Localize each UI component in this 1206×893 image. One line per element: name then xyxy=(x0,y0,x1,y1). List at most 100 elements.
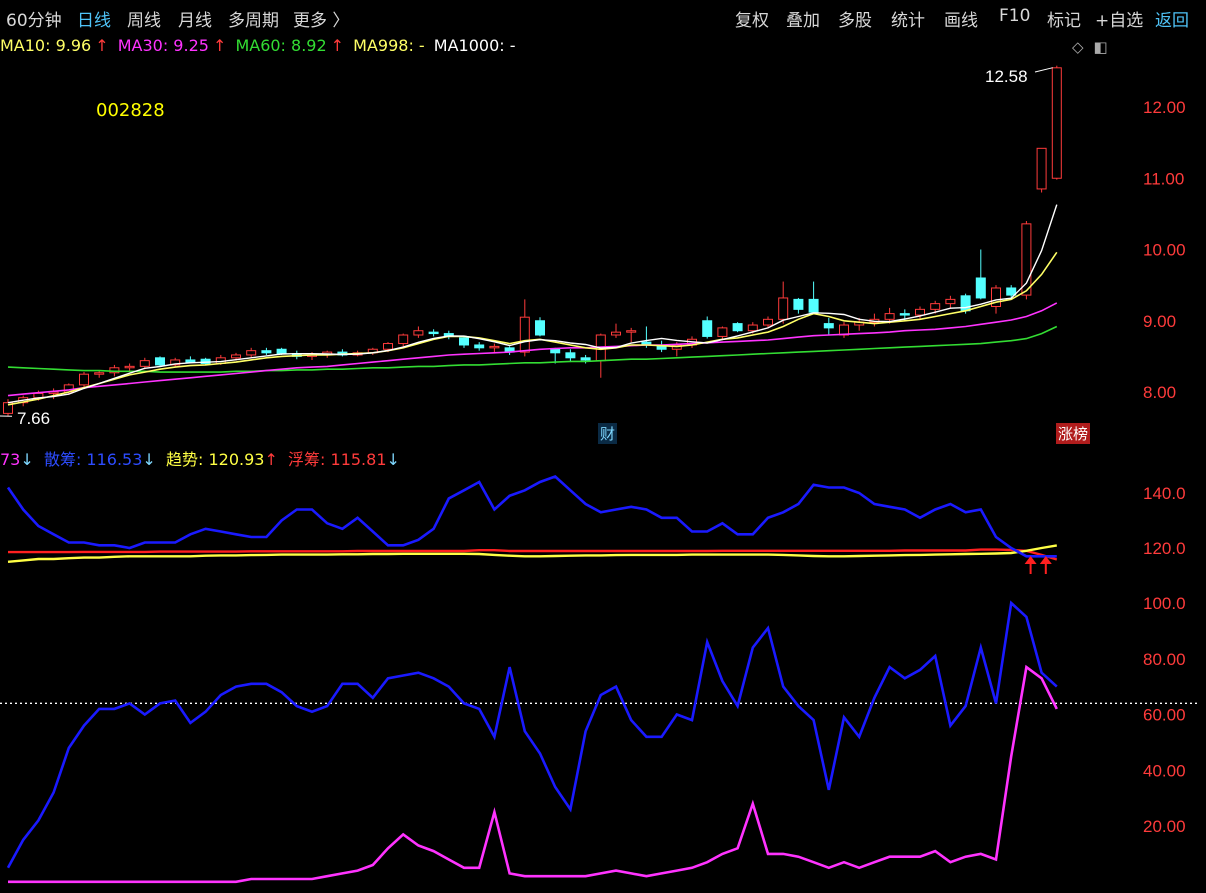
candle-body xyxy=(109,367,120,374)
overlay-button[interactable]: 叠加 xyxy=(786,11,820,31)
candle-body xyxy=(945,298,956,305)
price-axis-label: 10.00 xyxy=(1143,241,1186,260)
qushi-line xyxy=(7,544,1058,563)
candle-body xyxy=(246,350,257,356)
annotations-layer: 12.58 7.66 xyxy=(0,67,1053,574)
indicator-axis-label: 120.0 xyxy=(1143,539,1186,558)
diamond-icon[interactable]: ◇ xyxy=(1072,38,1084,56)
low-price-label: 7.66 xyxy=(17,409,50,428)
candle-body xyxy=(702,320,713,337)
candle-body xyxy=(565,352,576,359)
stats-button[interactable]: 统计 xyxy=(891,11,925,31)
oscillator-axis-label: 20.00 xyxy=(1143,817,1186,836)
zhangbang-badge[interactable]: 涨榜 xyxy=(1056,423,1091,444)
ma-lines-layer xyxy=(7,204,1058,406)
chart-settings-icons: ◇ ◧ xyxy=(1072,38,1108,56)
ma5-line xyxy=(7,204,1058,404)
back-button[interactable]: 返回 xyxy=(1155,11,1189,31)
candle-body xyxy=(747,324,758,332)
buy-arrow-icon xyxy=(1039,556,1052,574)
price-axis-label: 8.00 xyxy=(1143,383,1176,402)
candle-body xyxy=(884,313,895,320)
candle-body xyxy=(155,357,165,366)
multi-period-tab[interactable]: 多周期 xyxy=(228,11,279,31)
candle-body xyxy=(519,316,530,353)
high-pointer-line xyxy=(1034,67,1053,73)
price-axis-label: 11.00 xyxy=(1143,169,1184,188)
fuchou-line xyxy=(8,548,1058,561)
up-arrow-icon: ↑ xyxy=(95,36,109,55)
fuquan-button[interactable]: 复权 xyxy=(735,11,769,31)
candle-body xyxy=(124,365,135,369)
candle-body xyxy=(823,323,834,329)
indicator-axis-label: 140.0 xyxy=(1143,484,1186,503)
ma30-line xyxy=(7,302,1058,397)
oscillator-layer xyxy=(0,600,1200,884)
oscillator-axis-label: 60.00 xyxy=(1143,706,1186,725)
candle-body xyxy=(915,308,925,316)
up-arrow-icon: ↑ xyxy=(330,36,345,55)
candle-body xyxy=(139,360,150,367)
candle-body xyxy=(1006,287,1017,296)
note-button[interactable]: 标记 xyxy=(1047,11,1081,31)
buy-arrow-icon xyxy=(1024,556,1037,574)
candle-body xyxy=(276,348,287,355)
up-arrow-icon: ↑ xyxy=(212,36,227,55)
qushi-value: 趋势: 120.93 xyxy=(165,450,265,469)
top-toolbar: 60分钟 日线 周线 月线 多周期 更多 〉 复权 叠加 多股 统计 画线 F1… xyxy=(0,0,1206,34)
candle-body xyxy=(991,287,1001,308)
ma60-value: MA60: 8.92 xyxy=(235,36,327,55)
candle-body xyxy=(428,331,439,335)
candle-body xyxy=(626,330,637,333)
add-watchlist-button[interactable]: +自选 xyxy=(1095,11,1144,31)
candle-body xyxy=(170,359,181,366)
panel-toggle-icon[interactable]: ◧ xyxy=(1093,38,1108,56)
candle-body xyxy=(231,354,241,359)
oscillator-axis-label: 100.0 xyxy=(1143,594,1186,613)
draw-line-button[interactable]: 画线 xyxy=(944,11,978,31)
f10-button[interactable]: F10 xyxy=(999,6,1031,26)
candle-body xyxy=(717,327,728,337)
sanchou-line xyxy=(6,475,1057,558)
candle-body xyxy=(975,277,986,299)
down-arrow-icon: ↓ xyxy=(386,450,400,469)
candle-body xyxy=(778,297,789,320)
candle-body xyxy=(79,373,89,386)
cai-badge[interactable]: 财 xyxy=(598,423,618,444)
candle-body xyxy=(1021,223,1032,296)
candle-body xyxy=(413,330,424,336)
candle-body xyxy=(261,350,272,354)
candle-body xyxy=(960,295,971,312)
fuchou-value: 浮筹: 115.81 xyxy=(288,450,387,469)
multi-stock-button[interactable]: 多股 xyxy=(838,11,872,31)
candle-body xyxy=(763,318,773,326)
candle-body xyxy=(185,359,196,363)
oscillator-axis-label: 40.00 xyxy=(1143,761,1186,780)
candle-body xyxy=(550,348,561,354)
osc-blue-line xyxy=(6,600,1058,869)
sanchou-value: 散筹: 116.53 xyxy=(43,450,143,469)
weekly-tab[interactable]: 周线 xyxy=(127,11,161,31)
osc-pink-line xyxy=(8,664,1058,884)
indicator-legend: 73↓ 散筹: 116.53↓ 趋势: 120.93↑ 浮筹: 115.81↓ xyxy=(0,446,400,470)
ma60-line xyxy=(7,325,1058,373)
partial-value: 73 xyxy=(0,450,21,469)
candle-body xyxy=(535,320,545,336)
more-menu[interactable]: 更多 〉 xyxy=(293,11,350,31)
ma10-line xyxy=(7,251,1058,406)
ma30-value: MA30: 9.25 xyxy=(117,36,209,55)
daily-tab[interactable]: 日线 xyxy=(77,11,111,31)
price-axis-label: 9.00 xyxy=(1143,312,1176,331)
candles-layer xyxy=(3,65,1062,417)
down-arrow-icon: ↓ xyxy=(20,450,34,469)
candle-body xyxy=(398,334,409,345)
period-60min-tab[interactable]: 60分钟 xyxy=(6,11,62,31)
down-arrow-icon: ↓ xyxy=(142,450,156,469)
ma1000-value: MA1000: - xyxy=(433,36,516,55)
candle-body xyxy=(474,344,485,349)
ma-legend: MA10: 9.96 ↑ MA30: 9.25 ↑ MA60: 8.92 ↑ MA99… xyxy=(0,36,520,58)
y-axis-labels: 12.00 11.00 10.00 9.00 8.00 140.0 120.0 100.0 80… xyxy=(1143,98,1186,836)
ma998-value: MA998: - xyxy=(353,36,425,55)
monthly-tab[interactable]: 月线 xyxy=(178,11,212,31)
